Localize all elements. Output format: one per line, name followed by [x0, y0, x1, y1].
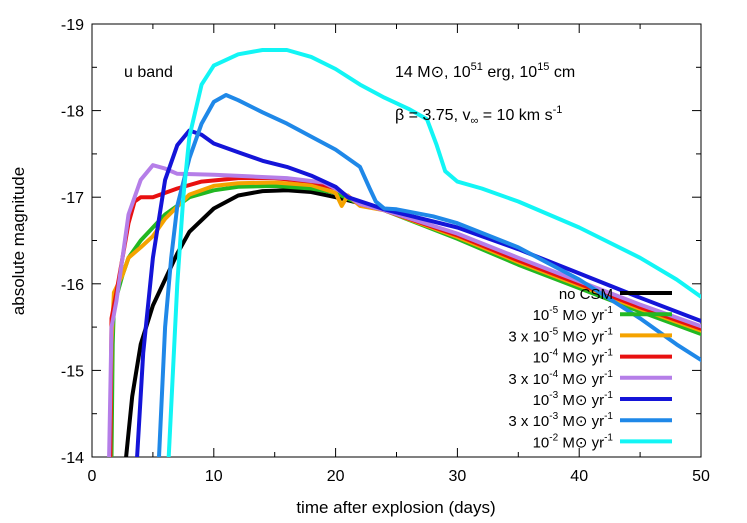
legend-label-6: 3 x 10-3 M⊙ yr-1	[508, 411, 613, 430]
params-annotation-2: β = 3.75, v∞ = 10 km s-1	[395, 104, 562, 127]
y-tick-label: -16	[61, 277, 84, 294]
legend-label-5: 10-3 M⊙ yr-1	[533, 390, 614, 409]
x-tick-label: 40	[570, 468, 588, 485]
series-line-0	[124, 188, 701, 457]
x-axis-title: time after explosion (days)	[296, 498, 495, 517]
x-tick-label: 30	[449, 468, 467, 485]
y-axis-title: absolute magnitude	[9, 167, 28, 315]
y-tick-label: -19	[61, 17, 84, 34]
sun-symbol: ⊙	[431, 64, 444, 81]
params-annotation-1: 14 M⊙, 1051 erg, 1015 cm	[395, 61, 575, 81]
series-lines	[107, 48, 701, 457]
series-line-6	[157, 93, 701, 457]
series-line-7	[166, 48, 701, 457]
x-tick-label: 20	[327, 468, 345, 485]
y-tick-label: -14	[61, 450, 84, 467]
x-tick-label: 50	[692, 468, 710, 485]
series-line-5	[135, 128, 701, 457]
legend: no CSM 10-5 M⊙ yr-1 3 x 10-5 M⊙ yr-1 10-4 M…	[508, 286, 672, 451]
y-tick-labels: -14 -15 -16 -17 -18 -19	[61, 17, 84, 467]
legend-label-2: 3 x 10-5 M⊙ yr-1	[508, 326, 613, 345]
series-line-4	[107, 163, 701, 457]
y-tick-label: -15	[61, 363, 84, 380]
x-tick-label: 0	[88, 468, 97, 485]
legend-label-3: 10-4 M⊙ yr-1	[533, 348, 614, 367]
legend-label-1: 10-5 M⊙ yr-1	[533, 305, 614, 324]
band-annotation: u band	[124, 64, 173, 81]
legend-label-4: 3 x 10-4 M⊙ yr-1	[508, 369, 613, 388]
x-tick-label: 10	[205, 468, 223, 485]
legend-label-0: no CSM	[559, 286, 613, 303]
legend-label-7: 10-2 M⊙ yr-1	[533, 432, 614, 451]
x-tick-labels: 0 10 20 30 40 50	[88, 468, 710, 485]
y-tick-label: -18	[61, 104, 84, 121]
y-tick-label: -17	[61, 190, 84, 207]
